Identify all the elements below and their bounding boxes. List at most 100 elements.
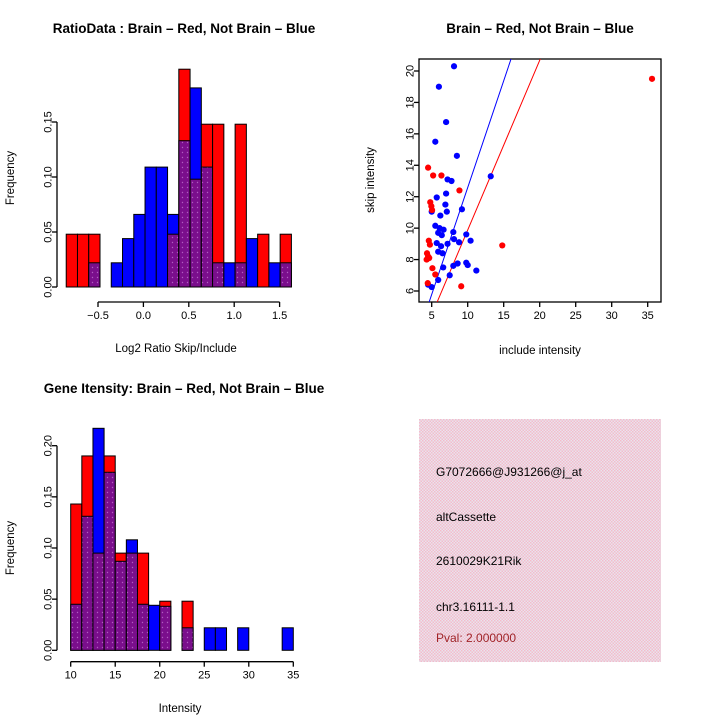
- y-tick-label: 18: [405, 96, 417, 108]
- hist-bar-overlap: [178, 140, 191, 288]
- hist-bar-red: [76, 233, 90, 288]
- scatter-point-blue: [437, 243, 445, 250]
- scatter-point-blue: [444, 240, 451, 247]
- hist-bar-blue: [122, 238, 135, 288]
- scatter-point-blue: [446, 272, 453, 279]
- scatter-point-blue: [450, 262, 457, 269]
- hist-bar-overlap: [114, 560, 127, 651]
- hist-bar-blue: [268, 262, 281, 288]
- y-tick-label: 14: [405, 159, 417, 171]
- y-tick-label: 0.05: [43, 588, 55, 609]
- y-tick-label: 0.00: [43, 276, 55, 297]
- scatter-point-blue: [442, 201, 449, 208]
- hist-bar-overlap: [181, 627, 194, 651]
- x-tick-label: 30: [243, 670, 255, 682]
- scatter-point-red: [429, 265, 436, 272]
- probe-id-text: G7072666@J931266@j_at: [436, 465, 582, 479]
- x-tick-label: 5: [429, 310, 435, 322]
- scatter-point-red: [426, 254, 433, 262]
- fit-line-blue: [428, 59, 512, 302]
- scatter-point-blue: [433, 239, 440, 247]
- scatter-point-blue: [463, 231, 470, 238]
- scatter-point-blue: [435, 83, 442, 90]
- scatter-point-blue: [473, 267, 480, 274]
- x-tick-label: 10: [65, 670, 77, 682]
- hist-bar-red: [65, 233, 78, 288]
- hist-bar-blue: [237, 627, 250, 651]
- ratio-histogram-title: RatioData : Brain – Red, Not Brain – Blu…: [52, 21, 316, 36]
- scatter-point-blue: [443, 190, 450, 197]
- hist-bar-blue: [144, 166, 157, 288]
- scatter-point-blue: [450, 236, 458, 243]
- scatter-point-blue: [432, 138, 439, 145]
- y-tick-label: 0.10: [43, 537, 55, 558]
- x-tick-label: 0.0: [136, 310, 151, 322]
- scatter-point-blue: [440, 264, 447, 271]
- x-tick-label: 20: [154, 670, 166, 682]
- event-type-text: altCassette: [436, 510, 497, 524]
- scatter-point-red: [430, 172, 437, 179]
- gene-histogram-title: Gene Itensity: Brain – Red, Not Brain – …: [43, 381, 325, 396]
- hist-bar-overlap: [167, 233, 180, 288]
- scatter-point-blue: [435, 276, 442, 284]
- scatter-point-blue: [455, 239, 463, 246]
- x-tick-label: 15: [498, 310, 510, 322]
- hist-bar-overlap: [92, 552, 105, 651]
- pval-text: Pval: 2.000000: [436, 631, 517, 645]
- gene-histogram-plot: 0.00 0.05 0.10 0.15 0.20 10 15 20 25 30 35: [43, 427, 299, 682]
- scatter-xlabel: include intensity: [499, 345, 581, 357]
- scatter-title: Brain – Red, Not Brain – Blue: [446, 21, 634, 36]
- y-tick-label: 16: [405, 128, 417, 140]
- panel-gene-info: G7072666@J931266@j_at altCassette 261002…: [360, 360, 720, 720]
- scatter-point-red: [438, 172, 445, 179]
- x-tick-label: 30: [606, 310, 618, 322]
- scatter-point-blue: [450, 63, 458, 70]
- panel-ratio-histogram: 0.00 0.05 0.10 0.15 −0.5 0.0 0.5 1.0 1.5 RatioDa…: [0, 0, 360, 360]
- fit-line-red: [436, 59, 541, 302]
- scatter-point-blue: [450, 228, 457, 236]
- hist-bar-overlap: [103, 471, 116, 651]
- locus-text: chr3.16111-1.1: [436, 600, 515, 614]
- hist-bar-overlap: [136, 603, 150, 651]
- hist-bar-blue: [203, 627, 216, 651]
- gene-histogram-xlabel: Intensity: [158, 703, 202, 715]
- panel-gene-histogram: 0.00 0.05 0.10 0.15 0.20 10 15 20 25 30 35 Gene It…: [0, 360, 360, 720]
- hist-bar-blue: [214, 627, 228, 651]
- y-tick-label: 8: [405, 257, 417, 263]
- hist-bar-overlap: [81, 515, 94, 651]
- x-tick-label: 25: [198, 670, 210, 682]
- scatter-point-blue: [443, 118, 450, 126]
- scatter-point-blue: [433, 194, 440, 201]
- y-tick-label: 12: [405, 191, 417, 203]
- x-tick-label: 20: [534, 310, 546, 322]
- hist-bar-blue: [281, 627, 294, 651]
- scatter-point-blue: [463, 259, 470, 266]
- scatter-point-red: [432, 271, 439, 278]
- scatter-point-red: [424, 280, 431, 287]
- x-tick-label: 10: [462, 310, 474, 322]
- hist-bar-blue: [110, 262, 124, 288]
- hist-bar-blue: [155, 166, 169, 288]
- x-tick-label: 15: [109, 670, 121, 682]
- x-tick-label: 0.5: [181, 310, 196, 322]
- scatter-point-red: [428, 206, 436, 214]
- gene-histogram-ylabel: Frequency: [5, 520, 17, 576]
- panel-scatter: 6 8 10 12 14 16 18 20 5 10 15 20 25 30 35 Brain – Red,…: [360, 0, 720, 360]
- info-box: G7072666@J931266@j_at altCassette 261002…: [419, 419, 661, 662]
- y-tick-label: 6: [405, 288, 417, 294]
- hist-bar-overlap: [70, 603, 83, 651]
- scatter-point-blue: [438, 232, 445, 239]
- x-tick-label: −0.5: [87, 310, 109, 322]
- scatter-point-blue: [443, 208, 450, 215]
- x-tick-label: 1.5: [272, 310, 287, 322]
- y-tick-label: 0.05: [43, 221, 55, 242]
- scatter-point-blue: [440, 226, 447, 233]
- scatter-point-red: [425, 164, 432, 171]
- y-tick-label: 20: [405, 65, 417, 77]
- hist-bar-blue: [148, 604, 161, 651]
- scatter-point-red: [458, 283, 465, 290]
- ratio-histogram-ylabel: Frequency: [5, 150, 17, 206]
- hist-bar-overlap: [88, 262, 101, 288]
- scatter-point-blue: [453, 152, 460, 159]
